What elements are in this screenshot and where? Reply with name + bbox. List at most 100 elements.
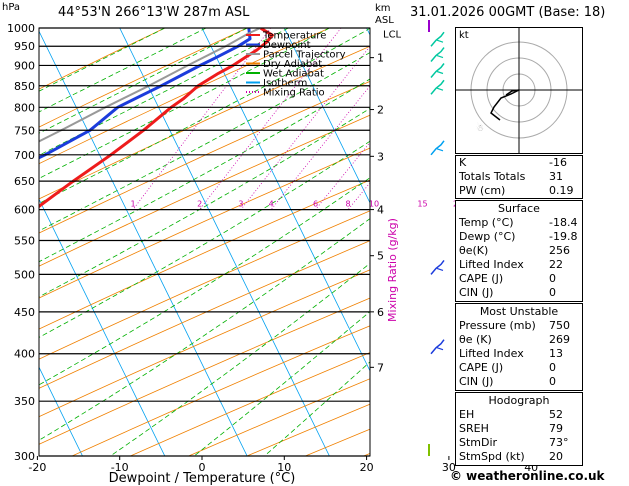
dry-adiabat-line xyxy=(39,28,248,128)
wind-barb-flag xyxy=(436,54,444,59)
x-tick-label: 20 xyxy=(360,461,374,474)
wet-adiabat-line xyxy=(39,28,289,156)
pressure-tick-label: 900 xyxy=(14,59,35,72)
hodo-row-label: StmDir xyxy=(459,436,498,449)
hpa-axis-label: hPa xyxy=(2,2,21,13)
wind-barb xyxy=(430,31,445,47)
mixing-ratio-label: 6 xyxy=(313,200,318,209)
hodo-row-value: 79 xyxy=(549,422,563,435)
legend-label: Mixing Ratio xyxy=(263,88,325,99)
mixing-ratio-label: 3 xyxy=(238,200,243,209)
pressure-tick-label: 950 xyxy=(14,40,35,53)
mu-row-label: CIN (J) xyxy=(459,375,494,388)
mu-row-value: 0 xyxy=(549,361,556,374)
surface-row-label: Dewp (°C) xyxy=(459,230,516,243)
wet-adiabat-line xyxy=(39,52,370,232)
pressure-tick-label: 850 xyxy=(14,80,35,93)
wind-barb-flag xyxy=(436,347,444,351)
x-tick-label: 10 xyxy=(277,461,291,474)
hodo-row-value: 20 xyxy=(549,450,563,463)
wind-barb xyxy=(430,339,445,355)
isotherm-line xyxy=(201,28,370,372)
mixing-ratio-label: 10 xyxy=(369,200,379,209)
hodo-row-label: EH xyxy=(459,408,475,421)
isotherm-line xyxy=(614,28,629,456)
km-axis: 1 2 3 4 5 6 7 LCL xyxy=(370,29,402,374)
surface-row-value: -19.8 xyxy=(549,230,578,243)
mu-row-value: 0 xyxy=(549,375,556,388)
temperature-profile xyxy=(39,28,274,209)
k-index-value: -16 xyxy=(549,156,567,169)
km-tick-label: 7 xyxy=(377,361,384,374)
surface-row-label: θe(K) xyxy=(459,244,489,257)
surface-box: Surface Temp (°C) -18.4 Dewp (°C) -19.8 θe… xyxy=(455,200,583,302)
legend-label: Parcel Trajectory xyxy=(263,50,346,61)
wet-adiabat-line xyxy=(39,78,370,263)
x-axis-label: Dewpoint / Temperature (°C) xyxy=(109,471,296,486)
wet-adiabat-line xyxy=(39,28,207,113)
x-tick-label: -20 xyxy=(28,461,46,474)
wind-barb-flag xyxy=(436,267,444,271)
x-tick-label: 0 xyxy=(199,461,206,474)
wet-adiabat-line xyxy=(39,28,370,204)
wind-barb-flag xyxy=(436,87,444,91)
pressure-tick-label: 700 xyxy=(14,149,35,162)
km-tick-label: 3 xyxy=(377,150,384,163)
wind-barb-flag xyxy=(436,39,444,43)
wet-adiabat-line xyxy=(110,262,370,456)
pw-value: 0.19 xyxy=(549,184,574,197)
surface-title: Surface xyxy=(498,202,540,215)
lcl-label: LCL xyxy=(383,29,402,40)
pw-label: PW (cm) xyxy=(459,184,506,197)
pressure-tick-label: 400 xyxy=(14,348,35,361)
mixing-ratio-label: 8 xyxy=(346,200,351,209)
surface-row-value: 22 xyxy=(549,258,563,271)
hodo-row-value: 73° xyxy=(549,436,569,449)
dry-adiabat-line xyxy=(71,325,370,456)
legend-label: Dry Adiabat xyxy=(263,59,322,70)
hodo-row-label: SREH xyxy=(459,422,489,435)
credit-text: © weatheronline.co.uk xyxy=(450,469,605,483)
wind-barb xyxy=(430,79,445,95)
wet-adiabat-line xyxy=(39,218,370,441)
mixing-ratio-label: 4 xyxy=(269,200,274,209)
surface-row-label: CAPE (J) xyxy=(459,272,504,285)
pressure-tick-label: 600 xyxy=(14,204,35,217)
hodo-row-label: StmSpd (kt) xyxy=(459,450,525,463)
x-tick-label: 30 xyxy=(442,461,456,474)
hodograph-plot: ☃ xyxy=(456,28,582,153)
totals-totals-label: Totals Totals xyxy=(459,170,526,183)
hodograph-panel: ☃ kt xyxy=(455,27,583,154)
isotherm-line xyxy=(39,198,166,456)
mixing-ratio-line xyxy=(315,141,370,210)
pressure-tick-label: 450 xyxy=(14,306,35,319)
wind-barb xyxy=(430,47,445,63)
mixing-ratio-axis-title: Mixing Ratio (g/kg) xyxy=(386,218,399,322)
index-stats-box: K -16 Totals Totals 31 PW (cm) 0.19 xyxy=(455,155,583,199)
surface-row-value: -18.4 xyxy=(549,216,578,229)
dewpoint-profile xyxy=(39,28,252,160)
dry-adiabat-line xyxy=(39,269,370,418)
mu-row-label: Lifted Index xyxy=(459,347,524,360)
hodograph-kt-label: kt xyxy=(459,30,469,41)
skewt-axes: 3003504004505005506006507007508008509009… xyxy=(7,22,538,474)
pressure-tick-label: 650 xyxy=(14,175,35,188)
surface-row-label: CIN (J) xyxy=(459,286,494,299)
surface-row-value: 0 xyxy=(549,272,556,285)
legend-label: Isotherm xyxy=(263,78,307,89)
mixing-ratio-labels: 12346810152025 xyxy=(130,200,491,209)
wind-barbs xyxy=(428,20,445,456)
plot-frame xyxy=(38,27,371,457)
asl-axis-label: ASL xyxy=(375,15,394,26)
x-tick-label: -10 xyxy=(111,461,129,474)
wind-barb-flag xyxy=(436,70,444,75)
mu-row-label: CAPE (J) xyxy=(459,361,504,374)
most-unstable-box: Most Unstable Pressure (mb) 750 θe (K) 269… xyxy=(455,303,583,391)
pressure-tick-label: 300 xyxy=(14,450,35,463)
dry-adiabat-line xyxy=(39,28,330,165)
wind-barb xyxy=(430,140,445,156)
legend-label: Wet Adiabat xyxy=(263,69,324,80)
